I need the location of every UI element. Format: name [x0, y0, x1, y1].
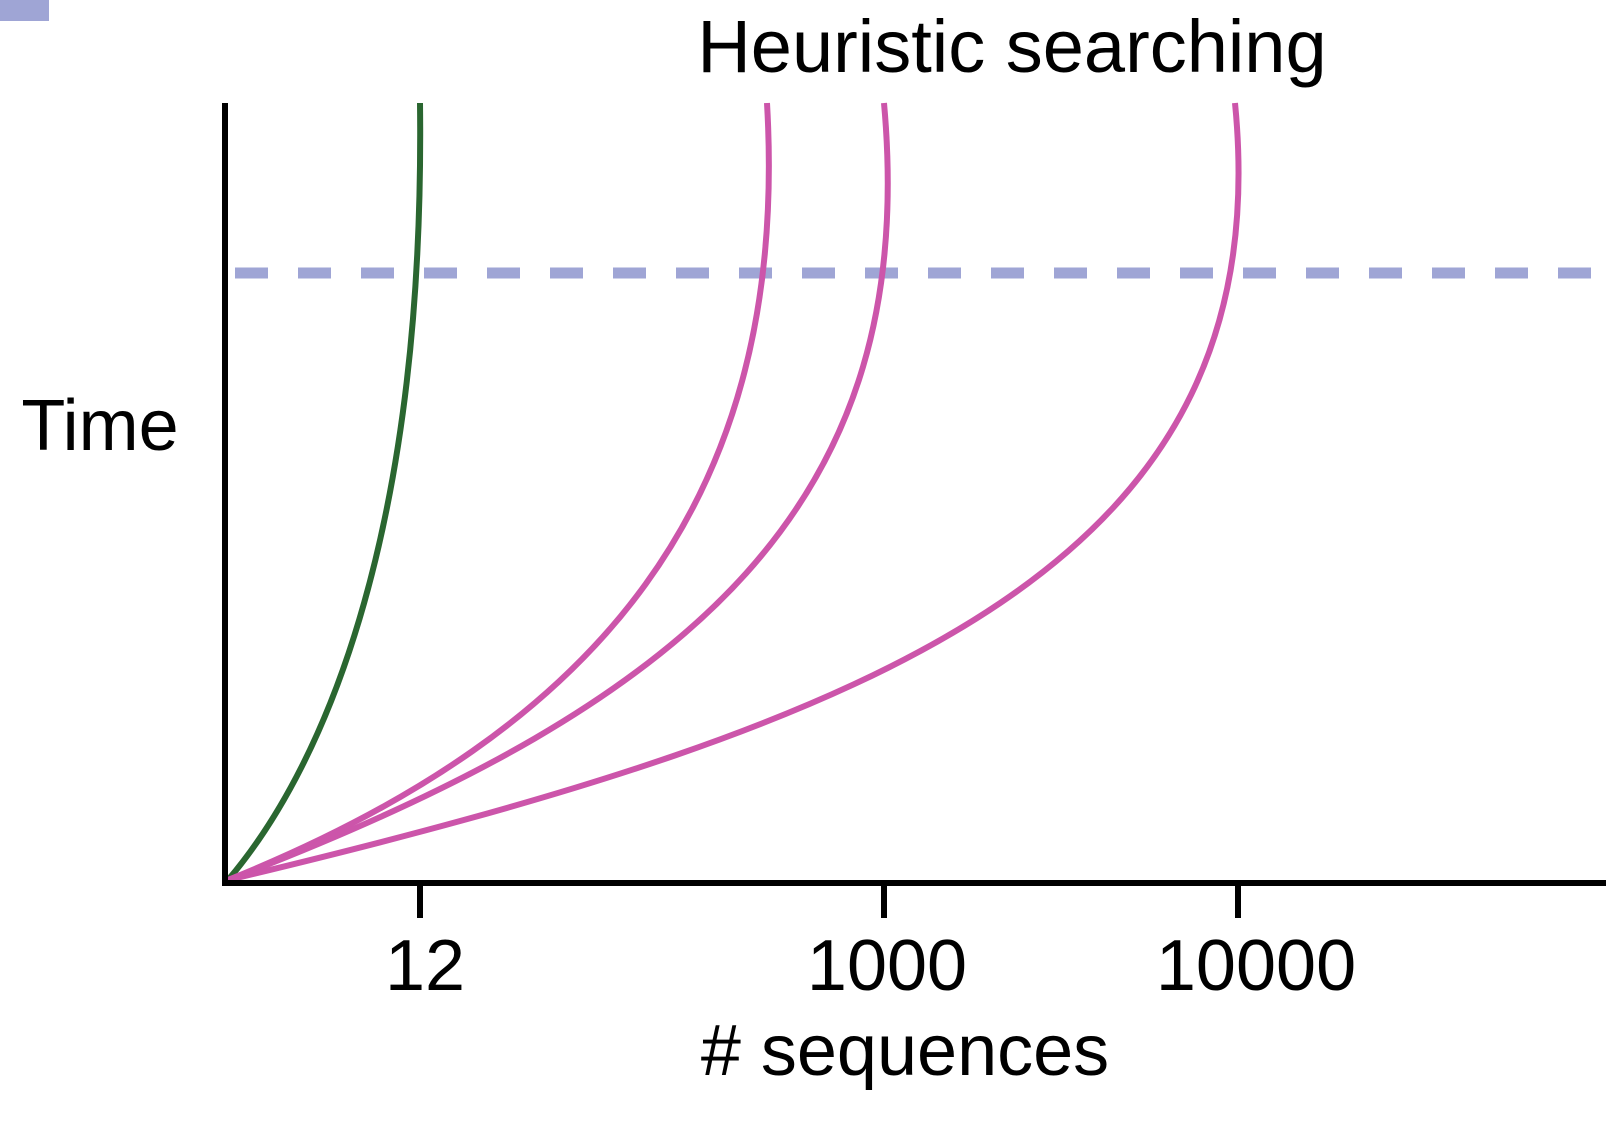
- corner-marker: [0, 0, 49, 21]
- title: Heuristic searching: [697, 5, 1326, 88]
- x-tick-label: 1000: [807, 926, 967, 1006]
- heuristic-curve: [226, 102, 772, 883]
- x-tick-label: 12: [385, 926, 465, 1006]
- x-tick-label: 10000: [1156, 926, 1356, 1006]
- x-axis-label: # sequences: [701, 1011, 1109, 1091]
- heuristic-curve: [226, 102, 891, 883]
- y-axis-label: Time: [21, 386, 178, 466]
- heuristic-curve: [227, 102, 1242, 883]
- exact-curve: [225, 102, 424, 882]
